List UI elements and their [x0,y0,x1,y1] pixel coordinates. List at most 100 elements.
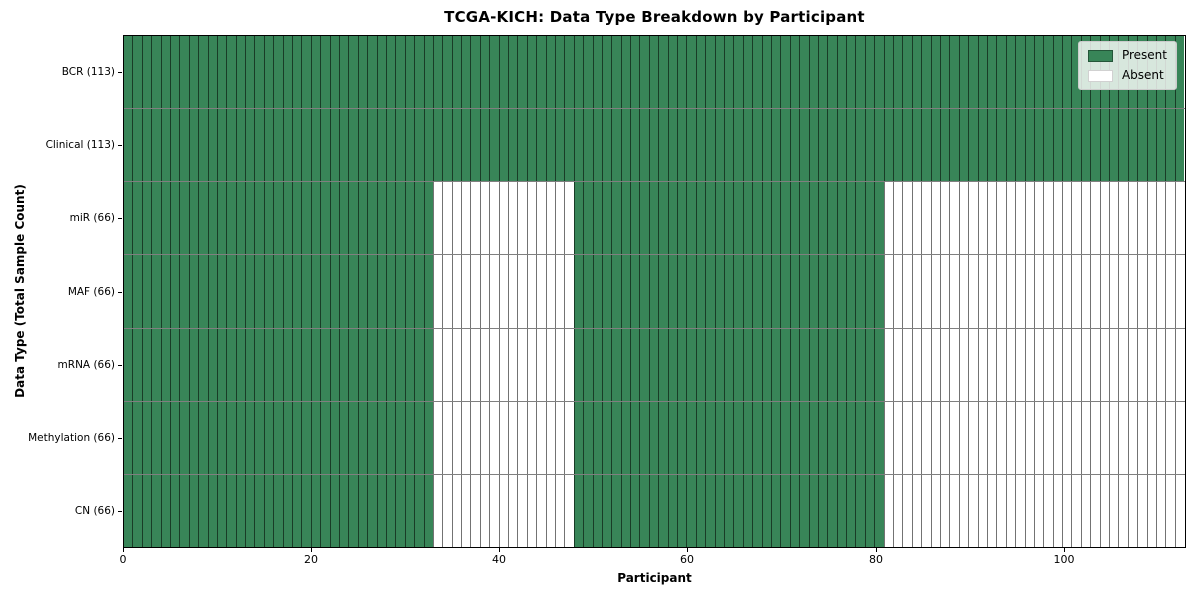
heatmap-cell [1080,474,1091,547]
heatmap-cell [986,182,997,255]
heatmap-cell [1033,255,1044,328]
heatmap-cell [677,109,687,182]
heatmap-cell [733,401,743,474]
heatmap-cell [752,109,762,182]
heatmap-cell [226,109,236,182]
heatmap-cell [1015,474,1025,547]
heatmap-cell [1015,182,1025,255]
heatmap-cell [724,328,734,401]
heatmap-cell [874,474,884,547]
heatmap-cell [724,109,734,182]
heatmap-cell [160,109,170,182]
heatmap-cell [1024,401,1034,474]
heatmap-cell [761,328,771,401]
heatmap-cell [320,401,330,474]
heatmap-cell [620,474,631,547]
heatmap-cell [498,36,509,109]
heatmap-cell [1165,255,1175,328]
heatmap-cell [836,36,847,109]
heatmap-cell [151,109,161,182]
heatmap-cell [132,109,142,182]
heatmap-cell [564,36,574,109]
x-axis-label: Participant [617,571,692,585]
heatmap-cell [686,255,696,328]
heatmap-cell [883,401,894,474]
heatmap-cell [489,474,499,547]
heatmap-cell [620,255,631,328]
heatmap-cell [799,36,809,109]
heatmap-cell [827,401,837,474]
heatmap-cell [357,255,368,328]
heatmap-cell [1062,474,1072,547]
heatmap-cell [592,328,602,401]
heatmap-cell [479,182,490,255]
heatmap-cell [1062,328,1072,401]
heatmap-cell [1155,474,1166,547]
heatmap-cell [742,474,753,547]
heatmap-cell [977,36,987,109]
heatmap-cell [188,328,199,401]
heatmap-cell [1137,401,1147,474]
heatmap-cell [141,328,152,401]
heatmap-cell [554,474,565,547]
heatmap-cell [864,328,875,401]
heatmap-cell [404,109,415,182]
heatmap-cell [686,474,696,547]
heatmap-cell [320,182,330,255]
heatmap-cell [893,401,903,474]
heatmap-cell [160,182,170,255]
x-tick-mark [499,548,500,552]
heatmap-cell [752,255,762,328]
heatmap-cell [958,109,969,182]
heatmap-cell [141,182,152,255]
heatmap-cell [902,109,912,182]
heatmap-cell [1146,182,1156,255]
heatmap-cell [235,474,246,547]
heatmap-cell [292,255,302,328]
heatmap-cell [470,36,480,109]
heatmap-cell [1137,474,1147,547]
heatmap-cell [630,109,640,182]
heatmap-cell [292,36,302,109]
heatmap-cell [573,182,584,255]
heatmap-cell [282,109,293,182]
heatmap-cell [188,255,199,328]
heatmap-cell [235,255,246,328]
heatmap-cell [338,182,349,255]
heatmap-cell [160,401,170,474]
heatmap-cell [226,36,236,109]
heatmap-cell [1137,109,1147,182]
heatmap-cell [630,401,640,474]
heatmap-cell [958,474,969,547]
heatmap-cell [282,182,293,255]
heatmap-cell [1005,36,1016,109]
heatmap-cell [348,182,358,255]
heatmap-cell [639,36,649,109]
heatmap-cell [282,328,293,401]
heatmap-cell [517,401,527,474]
y-tick-mark [118,72,122,73]
heatmap-cell [141,109,152,182]
heatmap-cell [1005,474,1016,547]
heatmap-cell [536,36,546,109]
heatmap-cell [742,255,753,328]
heatmap-cell [939,474,950,547]
heatmap-cell [677,328,687,401]
heatmap-cell [470,109,480,182]
x-tick-mark [1064,548,1065,552]
x-tick-label-0: 0 [119,553,127,566]
heatmap-row-BCR [124,36,1185,109]
heatmap-cell [592,36,602,109]
heatmap-cell [911,255,922,328]
heatmap-cell [338,474,349,547]
y-tick-mark [118,511,122,512]
heatmap-cell [1127,255,1138,328]
heatmap-cell [1146,255,1156,328]
legend-swatch-absent-icon [1087,69,1113,82]
heatmap-cell [498,255,509,328]
y-tick-mark [118,365,122,366]
heatmap-cell [1080,182,1091,255]
y-tick-label-miR: miR (66) [69,212,115,225]
heatmap-cell [921,401,931,474]
heatmap-cell [761,474,771,547]
